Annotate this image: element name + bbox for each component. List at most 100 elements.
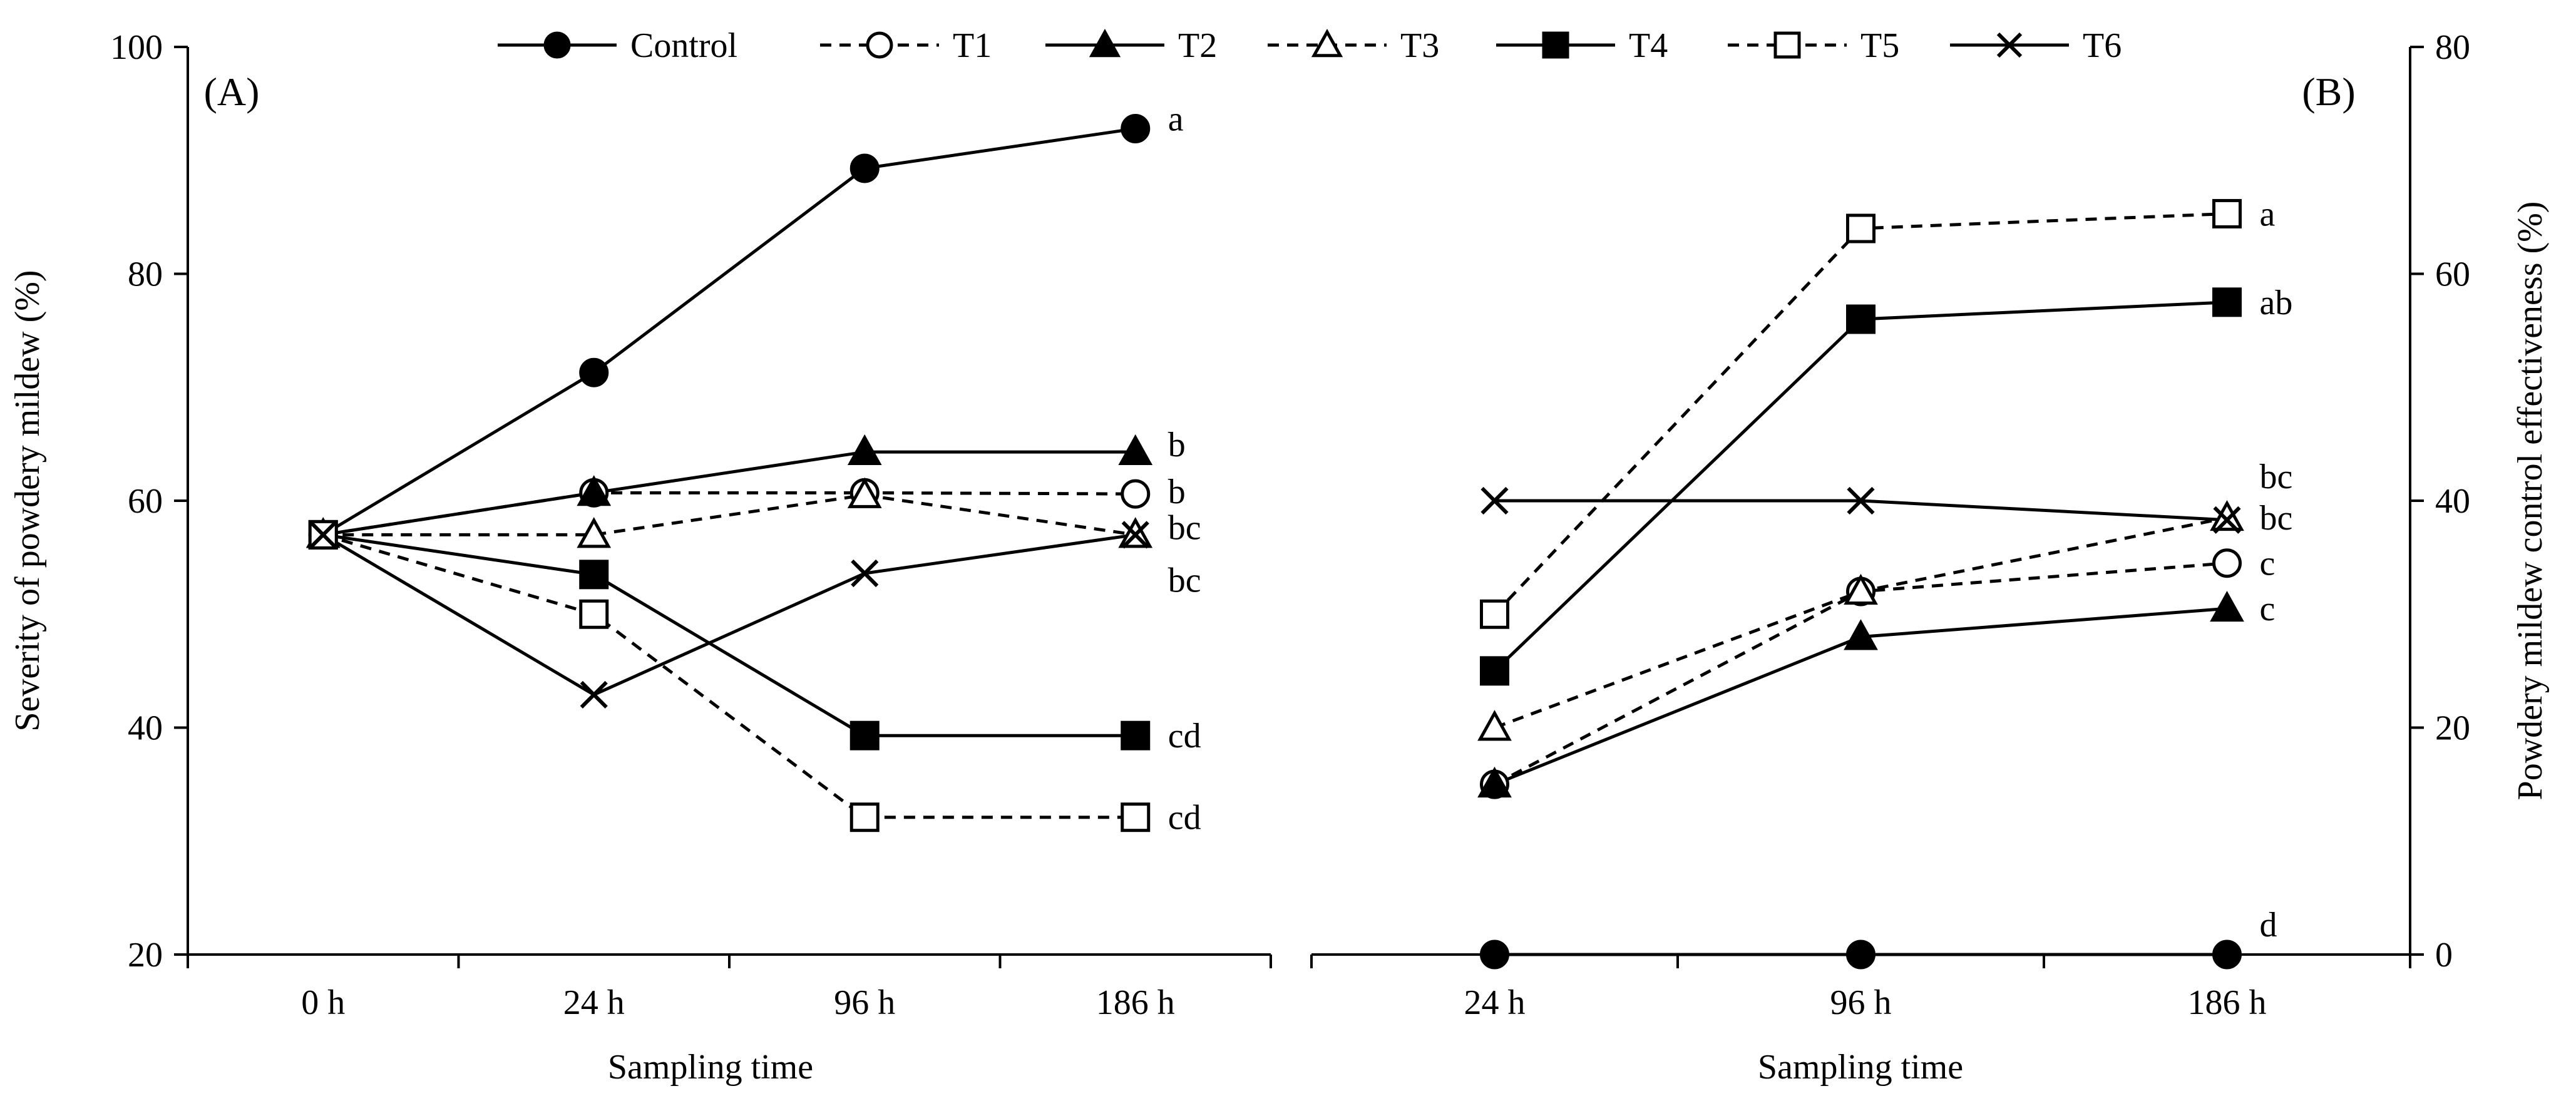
data-point-t5 [579, 599, 609, 629]
y-axis-title: Severity of powdery mildew (%) [8, 270, 47, 731]
data-point-t2 [2210, 590, 2244, 622]
x-tick-label: 186 h [2188, 983, 2267, 1022]
y-tick-label: 20 [2435, 709, 2470, 748]
data-point-control [1846, 940, 1876, 970]
significance-label-t3: bc [1168, 508, 1201, 547]
data-point-control [1121, 114, 1151, 143]
data-point-t4 [579, 560, 609, 590]
data-point-t4 [849, 720, 880, 750]
legend-label-t5: T5 [1860, 26, 1899, 65]
data-point-t6 [1121, 521, 1149, 549]
data-point-t3 [1477, 710, 1512, 741]
significance-label-t2: c [2260, 590, 2276, 628]
data-point-t6 [2213, 506, 2241, 534]
data-point-t1 [2212, 548, 2242, 578]
legend-marker-t4 [1542, 31, 1569, 59]
series-line-t4 [322, 533, 1136, 737]
legend-marker-control [543, 31, 571, 59]
data-point-t5 [1480, 599, 1509, 629]
data-point-t4 [2212, 287, 2242, 317]
significance-label-t1: c [2260, 545, 2276, 583]
data-point-t5 [849, 802, 880, 832]
legend-marker-t6 [1996, 32, 2023, 58]
data-point-t2 [577, 475, 612, 506]
series-line-t2 [322, 450, 1136, 536]
series-line-control [322, 127, 1136, 536]
data-point-t6 [580, 680, 608, 709]
x-tick-label: 0 h [301, 983, 345, 1022]
significance-label-control: d [2260, 906, 2277, 945]
legend-marker-t2 [1089, 28, 1121, 58]
legend-label-t4: T4 [1629, 26, 1668, 65]
significance-label-t6: bc [1168, 561, 1201, 600]
data-point-t3 [2210, 499, 2244, 531]
data-point-control [1480, 940, 1509, 970]
panel-label: (A) [204, 69, 260, 114]
x-tick-label: 96 h [834, 983, 895, 1022]
y-tick-label: 20 [128, 936, 163, 975]
x-axis-title: Sampling time [1758, 1048, 1963, 1087]
data-point-control [849, 153, 880, 183]
data-point-t2 [1477, 766, 1512, 798]
significance-label-t5: a [2260, 195, 2276, 233]
panel-a: 0 h 24 h 96 h 186 h Sampling time 20 40 60 80 100… [8, 28, 1272, 1087]
data-point-t5 [1121, 802, 1151, 832]
panel-label: (B) [2302, 69, 2355, 114]
data-point-t3 [847, 477, 882, 508]
significance-label-t5: cd [1168, 799, 1201, 837]
series-line-t5 [1493, 212, 2227, 615]
data-point-t6 [309, 521, 337, 549]
data-point-control [2212, 940, 2242, 970]
legend-label-t1: T1 [953, 26, 992, 65]
series-line-t5 [322, 533, 1136, 819]
data-point-t5 [2212, 198, 2242, 228]
legend-label-t6: T6 [2083, 26, 2122, 65]
y-tick-label: 0 [2435, 936, 2453, 975]
series-line-t3 [323, 493, 1136, 536]
significance-label-t3: bc [2260, 499, 2293, 538]
legend-marker-t1 [866, 31, 893, 59]
significance-label-t2: b [1168, 426, 1186, 464]
data-point-t6 [1480, 486, 1509, 515]
significance-label-t6: bc [2260, 458, 2293, 496]
data-point-control [579, 357, 609, 387]
significance-label-t4: cd [1168, 717, 1201, 755]
y-tick-label: 60 [2435, 255, 2470, 294]
data-point-t4 [1480, 656, 1509, 686]
y-axis-title: Powdery mildew control effectiveness (%) [2511, 202, 2550, 801]
y-tick-label: 40 [128, 709, 163, 748]
y-tick-label: 80 [128, 255, 163, 294]
data-point-t4 [1846, 304, 1876, 334]
legend: Control T1 T2 T3 T4 T5 T6 [498, 26, 2122, 65]
data-point-t2 [1844, 619, 1878, 650]
data-point-t6 [1847, 486, 1875, 515]
series-line-t6 [322, 533, 1136, 697]
data-point-t2 [847, 434, 882, 466]
y-tick-label: 40 [2435, 482, 2470, 521]
x-tick-label: 24 h [563, 983, 625, 1022]
data-point-t4 [1121, 720, 1151, 750]
data-point-t6 [851, 559, 879, 588]
y-tick-label: 80 [2435, 28, 2470, 67]
significance-label-control: a [1168, 100, 1184, 139]
y-tick-label: 60 [128, 482, 163, 521]
y-tick-label: 100 [110, 28, 163, 67]
data-point-t5 [1846, 213, 1876, 243]
legend-marker-t3 [1311, 28, 1343, 58]
panel-b: 24 h 96 h 186 h Sampling time 0 20 40 60 80 Powde… [1310, 28, 2550, 1087]
x-tick-label: 186 h [1096, 983, 1175, 1022]
x-tick-label: 24 h [1464, 983, 1526, 1022]
series-line-t6 [1494, 499, 2227, 522]
legend-label-control: Control [630, 26, 737, 65]
data-point-t1 [1121, 479, 1151, 509]
significance-label-t1: b [1168, 473, 1186, 511]
x-tick-label: 96 h [1830, 983, 1892, 1022]
legend-label-t2: T2 [1178, 26, 1217, 65]
data-point-t2 [1118, 434, 1153, 466]
legend-marker-t5 [1773, 31, 1801, 59]
data-point-t3 [577, 517, 612, 548]
x-axis-title: Sampling time [608, 1048, 813, 1087]
legend-label-t3: T3 [1400, 26, 1439, 65]
data-point-t3 [1844, 573, 1878, 605]
